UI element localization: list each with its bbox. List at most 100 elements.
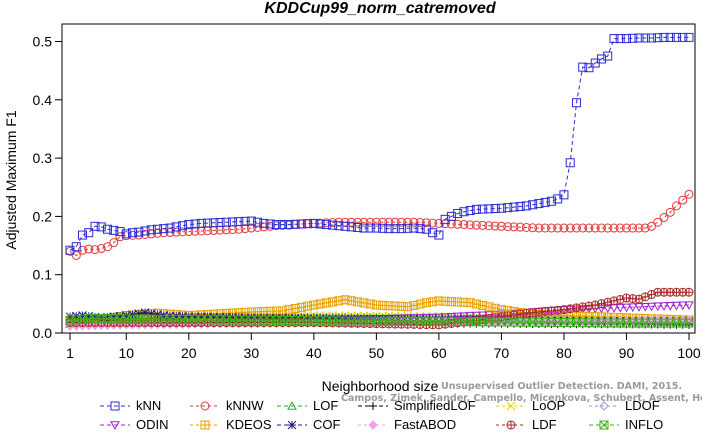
data-point xyxy=(678,32,688,42)
data-point xyxy=(290,219,300,229)
data-point xyxy=(496,203,506,213)
data-point xyxy=(103,224,113,234)
data-point xyxy=(115,232,125,242)
data-point xyxy=(415,224,425,234)
data-point xyxy=(653,217,663,227)
data-point xyxy=(428,297,438,307)
legend-item-cof: COF xyxy=(277,417,341,432)
data-point xyxy=(646,33,656,43)
x-tick-label: 100 xyxy=(677,345,701,361)
x-tick-label: 10 xyxy=(118,345,134,361)
data-point xyxy=(565,223,575,233)
data-point xyxy=(215,312,225,322)
data-point xyxy=(96,222,106,232)
legend-item-odin: ODIN xyxy=(100,417,169,432)
data-point xyxy=(178,227,188,237)
data-point xyxy=(128,310,137,319)
data-point xyxy=(371,217,381,227)
data-point xyxy=(246,313,256,323)
data-point xyxy=(84,311,94,321)
data-point xyxy=(559,190,569,200)
data-point xyxy=(628,294,638,304)
legend-label: LOF xyxy=(313,398,338,413)
legend-label: KDEOS xyxy=(226,417,272,432)
legend: kNN kNNW LOF SimplifiedLOF LoOP LDOF ODIN KDEOS… xyxy=(100,398,663,432)
data-point xyxy=(684,318,694,328)
data-point xyxy=(434,230,444,240)
data-point xyxy=(90,312,100,322)
data-point xyxy=(65,245,75,255)
data-point xyxy=(78,245,88,255)
data-point xyxy=(253,217,263,227)
data-point xyxy=(634,223,644,233)
data-point xyxy=(584,223,594,233)
data-point xyxy=(384,217,394,227)
series-line xyxy=(69,36,689,251)
series-inflo xyxy=(65,313,694,328)
data-point xyxy=(128,228,138,238)
legend-label: COF xyxy=(313,417,341,432)
y-axis: 0.0 0.1 0.2 0.3 0.4 0.5 xyxy=(33,33,62,341)
data-point xyxy=(652,302,663,312)
data-point xyxy=(196,312,206,322)
x-tick-label: 60 xyxy=(431,345,447,361)
data-point xyxy=(259,313,269,323)
data-point xyxy=(603,223,613,233)
data-point xyxy=(459,220,469,230)
data-point xyxy=(440,214,450,224)
legend-marker xyxy=(200,420,210,430)
legend-item-fastabod: FastABOD xyxy=(358,417,456,432)
data-point xyxy=(421,218,431,228)
data-point xyxy=(196,218,206,228)
legend-marker xyxy=(506,401,516,411)
data-point xyxy=(415,218,425,228)
data-point xyxy=(78,230,88,240)
data-point xyxy=(315,219,325,229)
data-point xyxy=(353,222,363,232)
data-point xyxy=(228,313,237,322)
y-tick-label: 0.1 xyxy=(33,267,53,283)
data-point xyxy=(484,221,494,231)
data-point xyxy=(415,299,425,309)
data-point xyxy=(396,217,406,227)
legend-label: LDOF xyxy=(625,398,660,413)
data-point xyxy=(628,33,638,43)
series-knn xyxy=(65,32,694,255)
data-point xyxy=(71,250,81,260)
legend-item-knn: kNN xyxy=(100,398,161,413)
data-point xyxy=(184,220,194,230)
data-point xyxy=(396,224,406,234)
data-point xyxy=(178,221,188,231)
data-point xyxy=(115,311,125,321)
data-point xyxy=(677,301,688,311)
legend-marker xyxy=(369,402,377,410)
data-point xyxy=(659,32,669,42)
data-point xyxy=(365,223,375,233)
watermark-line1: Unsupervised Outlier Detection. DAMI, 20… xyxy=(441,381,682,392)
data-point xyxy=(615,303,626,313)
data-point xyxy=(334,296,344,306)
data-point xyxy=(459,312,469,322)
data-point xyxy=(684,301,694,311)
data-point xyxy=(228,217,238,227)
data-point xyxy=(259,218,269,228)
y-tick-label: 0.4 xyxy=(33,92,53,108)
data-point xyxy=(153,224,163,234)
data-point xyxy=(471,220,481,230)
data-point xyxy=(571,98,581,108)
data-point xyxy=(490,221,500,231)
x-axis: 1 10 20 30 40 50 60 70 80 90 100 xyxy=(66,333,701,361)
data-point xyxy=(171,311,181,321)
data-point xyxy=(621,303,632,313)
legend-label: LoOP xyxy=(532,398,565,413)
data-point xyxy=(390,224,400,234)
x-tick-label: 20 xyxy=(181,345,197,361)
data-point xyxy=(521,222,531,232)
legend-item-loop: LoOP xyxy=(496,398,565,413)
data-point xyxy=(190,312,200,322)
data-point xyxy=(296,219,306,229)
legend-marker xyxy=(599,401,609,411)
data-point xyxy=(609,34,619,44)
legend-marker xyxy=(287,400,297,410)
